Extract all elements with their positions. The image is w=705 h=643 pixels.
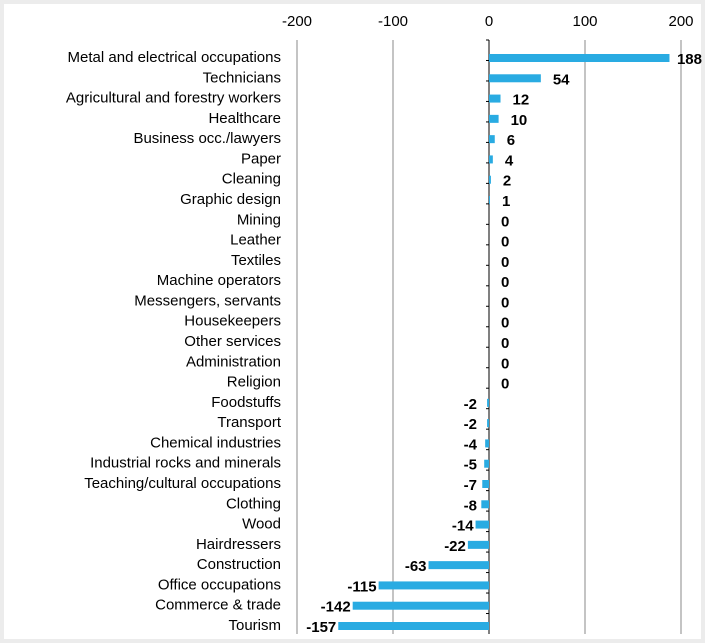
x-tick-label: 100 xyxy=(572,13,597,30)
data-label: 0 xyxy=(501,213,509,230)
bar xyxy=(481,500,489,509)
y-tick-label: Construction xyxy=(197,556,281,573)
y-tick-label: Textiles xyxy=(231,252,281,269)
bar xyxy=(352,601,489,610)
data-label: -2 xyxy=(464,396,477,413)
y-tick-label: Religion xyxy=(227,374,281,391)
y-tick-label: Agricultural and forestry workers xyxy=(66,90,281,107)
data-label: 0 xyxy=(501,274,509,291)
data-label: 12 xyxy=(513,92,530,109)
data-label: -4 xyxy=(464,436,478,453)
data-label: -2 xyxy=(464,416,477,433)
data-label: 0 xyxy=(501,234,509,251)
bar xyxy=(489,114,499,123)
y-tick-label: Other services xyxy=(184,333,281,350)
bar xyxy=(428,561,489,570)
y-tick-label: Clothing xyxy=(226,495,281,512)
bar xyxy=(489,74,541,83)
bar xyxy=(489,54,670,62)
bar xyxy=(487,398,489,407)
y-tick-label: Tourism xyxy=(228,617,281,634)
y-tick-label: Healthcare xyxy=(208,110,281,127)
y-tick-label: Foodstuffs xyxy=(211,394,281,411)
bar xyxy=(338,622,489,630)
data-label: 0 xyxy=(501,335,509,352)
data-label: -8 xyxy=(464,497,477,514)
bar xyxy=(489,196,490,204)
y-tick-label: Chemical industries xyxy=(150,434,281,451)
y-tick-label: Messengers, servants xyxy=(134,292,281,309)
y-tick-label: Administration xyxy=(186,353,281,370)
data-label: 54 xyxy=(553,71,570,88)
y-tick-label: Industrial rocks and minerals xyxy=(90,455,281,472)
bar xyxy=(489,94,501,103)
bar xyxy=(378,581,489,590)
y-tick-label: Teaching/cultural occupations xyxy=(84,475,281,492)
y-tick-label: Commerce & trade xyxy=(155,597,281,614)
data-label: 0 xyxy=(501,254,509,271)
bar xyxy=(489,175,491,184)
data-label: 0 xyxy=(501,355,509,372)
y-tick-label: Technicians xyxy=(203,69,281,86)
bar xyxy=(489,135,495,144)
y-tick-label: Transport xyxy=(217,414,281,431)
data-label: -157 xyxy=(306,619,336,636)
x-tick-label: 0 xyxy=(485,13,493,30)
data-label: 2 xyxy=(503,173,511,190)
y-tick-label: Graphic design xyxy=(180,191,281,208)
bar xyxy=(489,155,493,164)
bar xyxy=(482,480,489,488)
data-label: -63 xyxy=(405,558,427,575)
data-label: 0 xyxy=(501,376,509,393)
y-tick-label: Office occupations xyxy=(158,576,281,593)
bar xyxy=(484,459,489,468)
y-tick-label: Business occ./lawyers xyxy=(133,130,281,147)
data-label: 1 xyxy=(502,193,510,210)
bar xyxy=(475,520,489,529)
data-label: 4 xyxy=(505,152,514,169)
data-label: -115 xyxy=(347,578,376,595)
data-label: -22 xyxy=(444,538,466,555)
data-label: 0 xyxy=(501,294,509,311)
y-tick-label: Metal and electrical occupations xyxy=(68,49,281,66)
x-tick-label: 200 xyxy=(668,13,693,30)
data-label: -14 xyxy=(452,518,474,535)
data-label: 188 xyxy=(677,51,702,68)
bar xyxy=(467,540,489,549)
y-tick-label: Hairdressers xyxy=(196,536,281,553)
bar xyxy=(487,419,489,428)
data-label: -5 xyxy=(464,457,477,474)
data-label: -7 xyxy=(464,477,477,494)
data-label: 6 xyxy=(507,132,515,149)
y-tick-label: Wood xyxy=(242,516,281,533)
y-tick-label: Paper xyxy=(241,150,281,167)
y-tick-label: Housekeepers xyxy=(184,313,281,330)
y-tick-label: Mining xyxy=(237,211,281,228)
y-tick-label: Machine operators xyxy=(157,272,281,289)
y-tick-label: Cleaning xyxy=(222,171,281,188)
data-label: 10 xyxy=(511,112,528,129)
y-tick-label: Leather xyxy=(230,232,281,249)
x-tick-label: -200 xyxy=(282,13,312,30)
data-label: -142 xyxy=(321,599,351,616)
bar xyxy=(485,439,489,448)
x-tick-label: -100 xyxy=(378,13,408,30)
data-label: 0 xyxy=(501,315,509,332)
